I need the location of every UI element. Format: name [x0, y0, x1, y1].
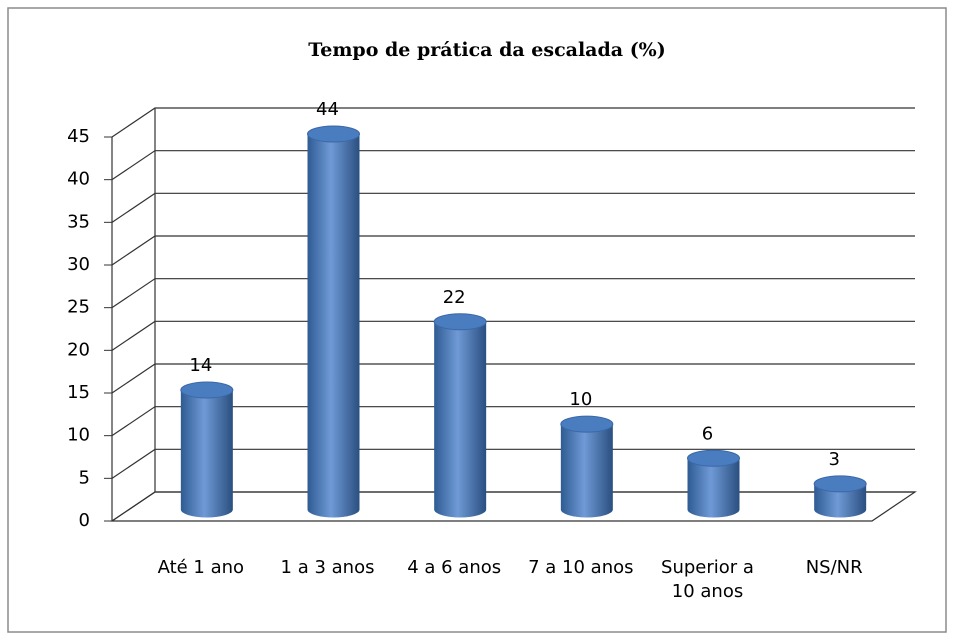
bar-body: [180, 390, 233, 518]
bar-top: [180, 381, 234, 399]
chart-title: Tempo de prática da escalada (%): [308, 39, 665, 61]
y-tick-label: 40: [67, 169, 90, 190]
bar-top: [560, 415, 614, 433]
value-label: 22: [443, 287, 466, 308]
x-tick-label: 7 a 10 anos: [528, 557, 634, 578]
bar-body: [814, 483, 867, 518]
value-label: 6: [702, 423, 713, 444]
grid-line: [111, 406, 915, 437]
grid-line: [111, 491, 915, 522]
bar-top: [433, 313, 487, 331]
grid-line: [111, 150, 915, 181]
y-tick-label: 25: [67, 297, 90, 318]
bar-top: [307, 125, 360, 143]
grid-line: [111, 278, 915, 309]
x-tick-label: 4 a 6 anos: [407, 557, 502, 578]
grid-line: [111, 235, 915, 266]
y-tick-label: 5: [79, 467, 90, 488]
y-tick-label: 10: [67, 425, 90, 446]
grid-line: [111, 320, 915, 351]
bar-body: [687, 458, 740, 518]
value-label: 44: [316, 99, 339, 120]
value-label: 3: [828, 449, 839, 470]
bar-top: [813, 475, 867, 493]
grid-line: [111, 363, 915, 394]
x-tick-label: Superior a 10 anos: [661, 557, 754, 602]
value-label: 14: [189, 355, 212, 376]
bar-body: [560, 424, 613, 518]
y-tick-label: 35: [67, 211, 90, 232]
y-tick-label: 15: [67, 382, 90, 403]
grid-line: [111, 192, 915, 223]
bar-top: [687, 449, 740, 467]
y-tick-label: 0: [79, 510, 90, 531]
grid-line: [111, 448, 915, 479]
y-tick-label: 20: [67, 339, 90, 360]
x-tick-label: 1 a 3 anos: [280, 557, 375, 578]
value-label: 10: [569, 389, 592, 410]
x-tick-label: NS/NR: [805, 557, 863, 578]
y-tick-label: 45: [67, 126, 90, 147]
x-tick-label: Até 1 ano: [157, 557, 245, 578]
bar-body: [434, 321, 487, 518]
grid-line: [111, 107, 915, 138]
y-tick-label: 30: [67, 254, 90, 275]
bar-body: [307, 134, 360, 518]
